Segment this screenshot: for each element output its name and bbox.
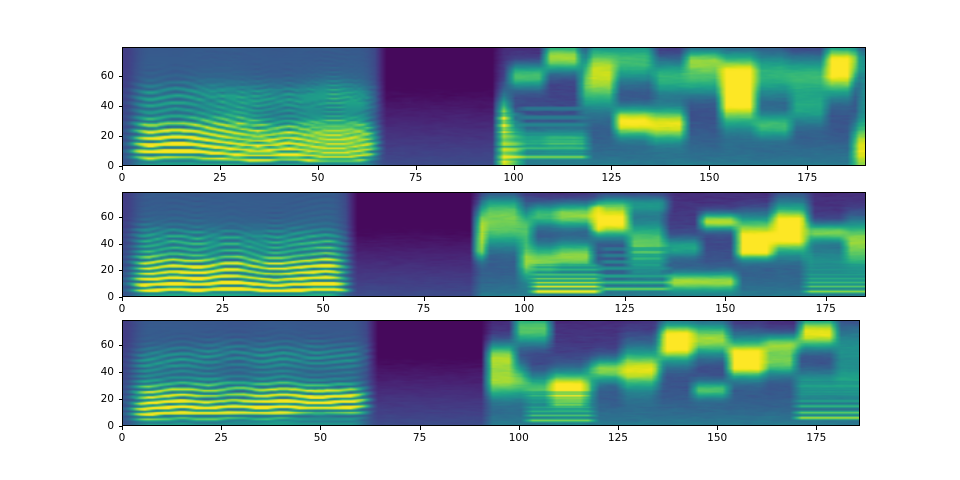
x-axis-tick xyxy=(518,426,520,430)
x-axis-tick xyxy=(617,426,619,430)
y-axis-tick-label: 40 xyxy=(100,99,114,112)
x-axis-tick-label: 25 xyxy=(213,172,227,184)
x-axis-tick-label: 100 xyxy=(514,303,535,315)
y-axis-tick-label: 0 xyxy=(107,291,114,303)
x-axis-tick-label: 25 xyxy=(215,303,230,315)
y-axis-tick xyxy=(118,270,122,272)
x-axis-tick-label: 0 xyxy=(118,172,126,184)
x-axis-tick xyxy=(709,166,711,170)
axes-frame-3 xyxy=(122,320,860,426)
y-axis-tick-label: 0 xyxy=(107,160,114,172)
x-axis-tick-label: 75 xyxy=(412,432,427,444)
x-axis-tick xyxy=(419,426,421,430)
x-axis-tick xyxy=(221,426,223,430)
y-axis-tick-label: 0 xyxy=(107,420,114,432)
x-axis-tick xyxy=(320,426,322,430)
x-axis-tick-label: 100 xyxy=(503,172,524,184)
y-axis-tick-label: 20 xyxy=(100,264,114,277)
x-axis-tick xyxy=(513,166,515,170)
x-axis-tick xyxy=(816,426,818,430)
x-axis-tick-label: 50 xyxy=(313,432,328,444)
axes-frame-2 xyxy=(122,192,866,297)
x-axis-tick xyxy=(122,166,123,170)
y-axis-tick-label: 40 xyxy=(100,237,114,250)
y-axis-tick-label: 60 xyxy=(100,69,114,82)
x-axis-tick xyxy=(807,166,809,170)
x-axis-tick xyxy=(423,297,425,301)
y-axis-tick xyxy=(118,166,122,167)
x-axis-tick xyxy=(122,426,123,430)
subplot-spectrogram-2: 0 25 50 75 100 125 150 175 0 20 40 60 xyxy=(101,192,866,315)
x-axis-tick xyxy=(825,297,827,301)
x-axis-tick xyxy=(717,426,719,430)
x-axis-tick-label: 125 xyxy=(601,172,622,184)
x-axis-tick xyxy=(524,297,526,301)
x-axis-tick xyxy=(122,297,123,301)
y-axis-tick xyxy=(118,426,122,427)
x-axis-tick-label: 25 xyxy=(214,432,228,444)
x-axis-tick xyxy=(611,166,613,170)
y-axis-tick-label: 20 xyxy=(100,129,114,142)
y-axis-tick xyxy=(118,345,122,347)
x-axis-tick xyxy=(219,166,221,170)
x-axis-tick-label: 0 xyxy=(118,432,126,444)
spectrogram-image-1 xyxy=(123,48,865,165)
x-axis-tick-label: 175 xyxy=(806,432,827,444)
y-axis-tick xyxy=(118,135,122,137)
x-axis-tick-label: 175 xyxy=(797,172,818,184)
x-axis-tick-label: 75 xyxy=(408,172,423,184)
x-axis-tick-label: 50 xyxy=(311,172,325,184)
x-axis-tick-label: 150 xyxy=(707,432,728,444)
y-axis-tick-label: 40 xyxy=(100,366,114,379)
x-axis-tick-label: 125 xyxy=(614,303,635,315)
x-axis-tick xyxy=(323,297,325,301)
y-axis-tick xyxy=(118,217,122,219)
y-axis-tick xyxy=(118,105,122,107)
x-axis-tick-label: 150 xyxy=(715,303,736,315)
y-axis-tick-label: 60 xyxy=(100,211,114,224)
y-axis-tick xyxy=(118,75,122,77)
spectrogram-image-3 xyxy=(123,321,859,425)
x-axis-tick-label: 100 xyxy=(508,432,529,444)
x-axis-tick-label: 125 xyxy=(607,432,628,444)
spectrogram-image-2 xyxy=(123,193,865,296)
x-axis-tick-label: 0 xyxy=(118,303,126,315)
x-axis-tick-label: 75 xyxy=(416,303,431,315)
y-axis-tick xyxy=(118,399,122,401)
axes-frame-1 xyxy=(122,47,866,166)
y-axis-tick-label: 60 xyxy=(100,339,114,352)
x-axis-tick xyxy=(624,297,626,301)
y-axis-tick xyxy=(118,297,122,298)
x-axis-tick-label: 150 xyxy=(699,172,720,184)
subplot-spectrogram-1: 0 25 50 75 100 125 150 175 0 20 40 60 xyxy=(101,47,866,184)
x-axis-tick xyxy=(317,166,319,170)
y-axis-tick xyxy=(118,372,122,374)
x-axis-tick xyxy=(415,166,417,170)
x-axis-tick-label: 50 xyxy=(316,303,330,315)
x-axis-tick xyxy=(725,297,727,301)
x-axis-tick-label: 175 xyxy=(815,303,836,315)
x-axis-tick xyxy=(222,297,224,301)
y-axis-tick-label: 20 xyxy=(100,393,114,406)
subplot-spectrogram-3: 0 25 50 75 100 125 150 175 0 20 40 60 xyxy=(101,320,860,444)
y-axis-tick xyxy=(118,243,122,245)
